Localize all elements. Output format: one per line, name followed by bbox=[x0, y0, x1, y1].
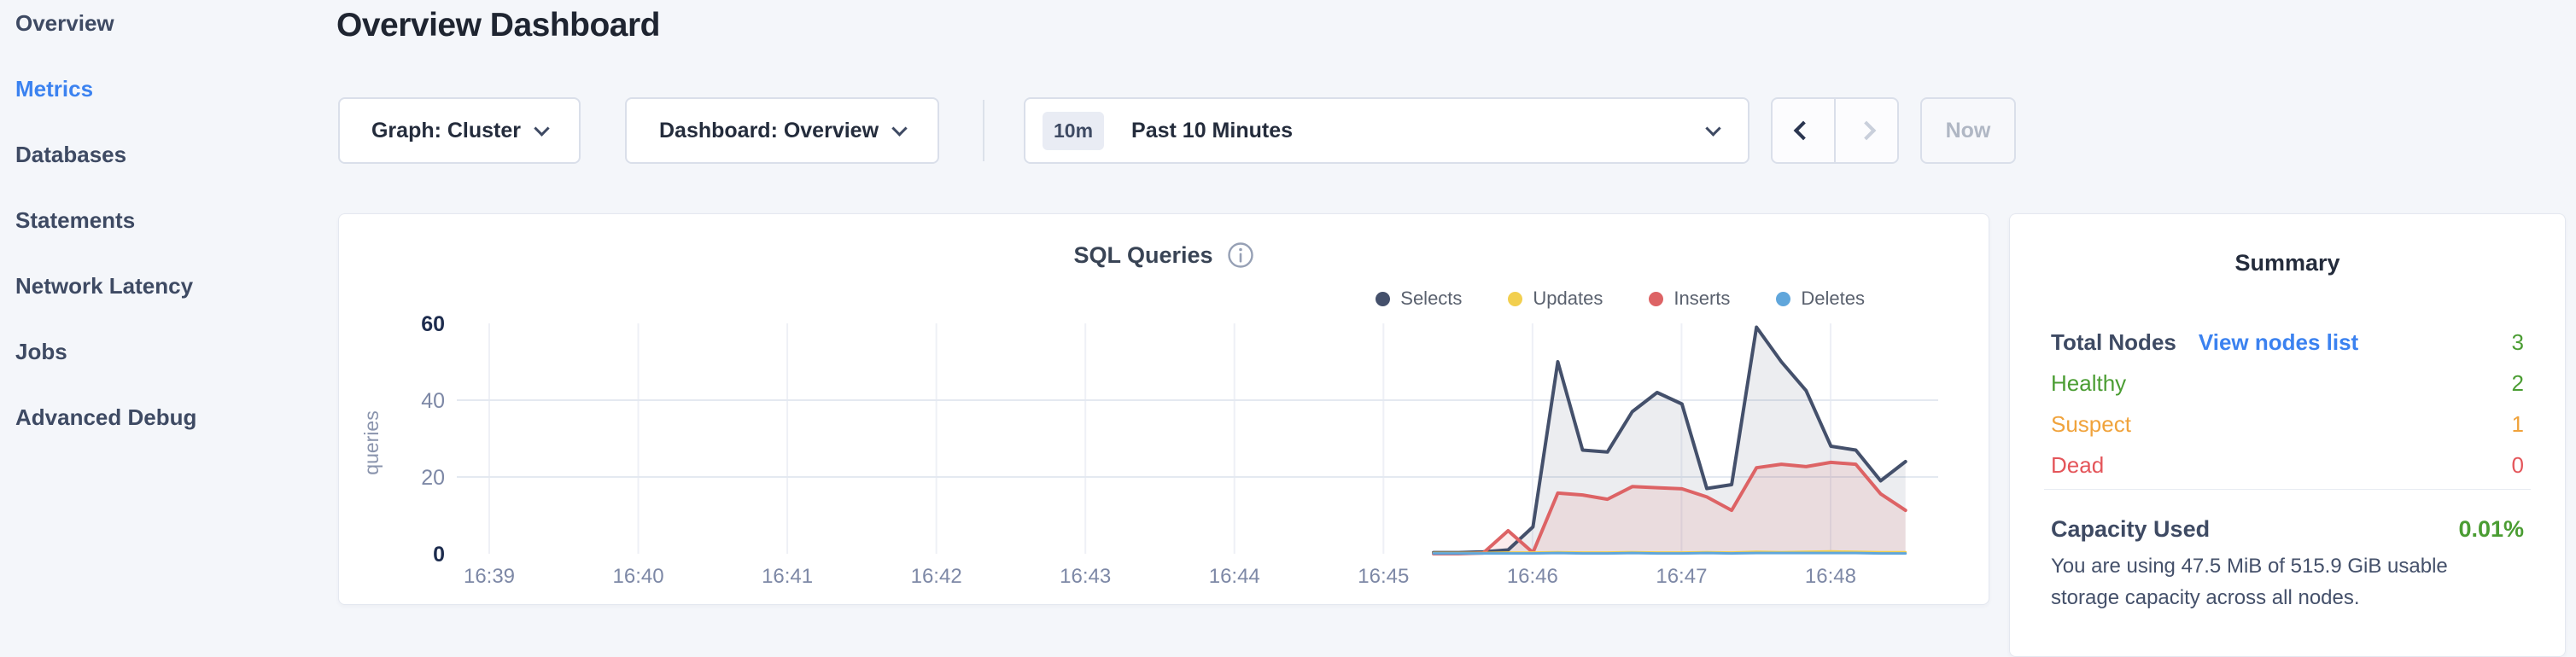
chevron-down-icon bbox=[1705, 119, 1721, 137]
summary-row-suspect: Suspect 1 bbox=[2051, 404, 2524, 445]
sidebar-nav: Overview Metrics Databases Statements Ne… bbox=[15, 3, 323, 463]
time-range-badge: 10m bbox=[1043, 111, 1105, 150]
graph-scope-dropdown[interactable]: Graph: Cluster bbox=[338, 97, 581, 164]
summary-row-dead: Dead 0 bbox=[2051, 445, 2524, 485]
capacity-caption: You are using 47.5 MiB of 515.9 GiB usab… bbox=[2051, 555, 2448, 609]
sql-queries-chart-card: SQL Queries Selects Updates Inserts Dele… bbox=[338, 213, 1989, 605]
suspect-label: Suspect bbox=[2051, 410, 2131, 437]
chevron-right-icon bbox=[1856, 120, 1877, 141]
controls-divider bbox=[983, 100, 984, 161]
svg-text:16:42: 16:42 bbox=[911, 565, 962, 588]
legend-item-inserts: Inserts bbox=[1649, 288, 1730, 310]
info-circle-icon[interactable] bbox=[1227, 241, 1254, 269]
svg-text:16:41: 16:41 bbox=[762, 565, 813, 588]
time-range-dropdown[interactable]: 10m Past 10 Minutes bbox=[1024, 97, 1749, 164]
svg-text:16:46: 16:46 bbox=[1507, 565, 1558, 588]
svg-text:0: 0 bbox=[433, 543, 445, 567]
summary-title: Summary bbox=[2234, 250, 2340, 276]
legend-label: Deletes bbox=[1801, 288, 1865, 309]
legend-label: Updates bbox=[1533, 288, 1603, 309]
healthy-label: Healthy bbox=[2051, 369, 2127, 396]
svg-text:16:43: 16:43 bbox=[1060, 565, 1111, 588]
dead-label: Dead bbox=[2051, 451, 2105, 478]
capacity-used-label: Capacity Used bbox=[2051, 515, 2211, 542]
svg-text:queries: queries bbox=[360, 410, 383, 474]
deletes-dot-icon bbox=[1776, 291, 1791, 306]
selects-dot-icon bbox=[1376, 291, 1391, 306]
chevron-left-icon bbox=[1793, 120, 1814, 141]
svg-text:20: 20 bbox=[421, 466, 445, 490]
time-next-button[interactable] bbox=[1834, 99, 1897, 162]
svg-text:16:45: 16:45 bbox=[1358, 565, 1409, 588]
chevron-down-icon bbox=[534, 119, 550, 137]
legend-item-deletes: Deletes bbox=[1776, 288, 1865, 310]
dead-value: 0 bbox=[2511, 451, 2524, 478]
svg-text:16:40: 16:40 bbox=[613, 565, 664, 588]
svg-text:40: 40 bbox=[421, 389, 445, 413]
summary-rows: Total Nodes View nodes list 3 Healthy 2 … bbox=[2051, 322, 2524, 485]
chart-title: SQL Queries bbox=[1073, 241, 1213, 268]
healthy-value: 2 bbox=[2511, 369, 2524, 396]
svg-text:16:47: 16:47 bbox=[1656, 565, 1707, 588]
svg-text:16:44: 16:44 bbox=[1209, 565, 1260, 588]
sql-queries-plot[interactable]: 16:39 16:40 16:41 16:42 16:43 16:44 16:45 16:46… bbox=[339, 214, 1990, 606]
summary-row-total-nodes: Total Nodes View nodes list 3 bbox=[2051, 322, 2524, 363]
chart-legend: Selects Updates Inserts Deletes bbox=[1376, 288, 1865, 310]
time-range-label: Past 10 Minutes bbox=[1131, 118, 1293, 142]
time-pager bbox=[1771, 97, 1899, 164]
capacity-used-value: 0.01% bbox=[2458, 515, 2524, 542]
sidebar-item-statements[interactable]: Statements bbox=[15, 206, 136, 233]
graph-scope-label: Graph: Cluster bbox=[371, 118, 522, 142]
updates-dot-icon bbox=[1508, 291, 1523, 306]
svg-text:16:48: 16:48 bbox=[1805, 565, 1856, 588]
now-button[interactable]: Now bbox=[1920, 97, 2016, 164]
sidebar-item-jobs[interactable]: Jobs bbox=[15, 338, 67, 364]
legend-label: Inserts bbox=[1674, 288, 1731, 309]
summary-panel: Summary Total Nodes View nodes list 3 He… bbox=[2009, 213, 2566, 657]
legend-item-selects: Selects bbox=[1376, 288, 1462, 310]
summary-divider bbox=[2044, 489, 2531, 490]
page-title: Overview Dashboard bbox=[336, 7, 660, 44]
dashboard-label: Dashboard: Overview bbox=[658, 118, 879, 142]
chevron-down-icon bbox=[891, 119, 908, 137]
svg-text:60: 60 bbox=[421, 312, 445, 336]
suspect-value: 1 bbox=[2511, 410, 2524, 437]
legend-item-updates: Updates bbox=[1508, 288, 1603, 310]
sidebar-item-overview[interactable]: Overview bbox=[15, 9, 114, 36]
capacity-used-row: Capacity Used 0.01% bbox=[2051, 509, 2524, 549]
total-nodes-value: 3 bbox=[2511, 328, 2524, 355]
sidebar-item-databases[interactable]: Databases bbox=[15, 141, 127, 167]
sidebar-item-metrics[interactable]: Metrics bbox=[15, 75, 94, 102]
chart-header: SQL Queries bbox=[339, 241, 1989, 269]
sidebar-item-network-latency[interactable]: Network Latency bbox=[15, 272, 194, 299]
svg-text:16:39: 16:39 bbox=[464, 565, 515, 588]
time-prev-button[interactable] bbox=[1773, 99, 1834, 162]
dashboard-dropdown[interactable]: Dashboard: Overview bbox=[625, 97, 939, 164]
legend-label: Selects bbox=[1400, 288, 1463, 309]
sidebar-item-advanced-debug[interactable]: Advanced Debug bbox=[15, 404, 197, 430]
view-nodes-list-link[interactable]: View nodes list bbox=[2198, 328, 2359, 355]
inserts-dot-icon bbox=[1649, 291, 1664, 306]
total-nodes-label: Total Nodes bbox=[2051, 328, 2176, 355]
summary-row-healthy: Healthy 2 bbox=[2051, 363, 2524, 404]
